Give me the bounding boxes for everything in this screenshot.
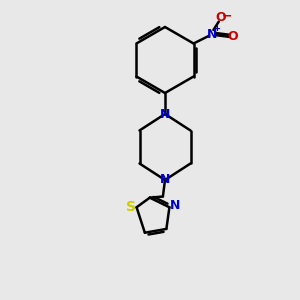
Text: N: N	[160, 173, 170, 187]
Text: +: +	[213, 24, 220, 33]
Text: S: S	[126, 200, 136, 214]
Text: N: N	[169, 199, 180, 212]
Text: N: N	[206, 28, 217, 41]
Text: O: O	[215, 11, 226, 25]
Text: N: N	[160, 107, 170, 121]
Text: −: −	[222, 9, 232, 22]
Text: O: O	[228, 30, 238, 44]
